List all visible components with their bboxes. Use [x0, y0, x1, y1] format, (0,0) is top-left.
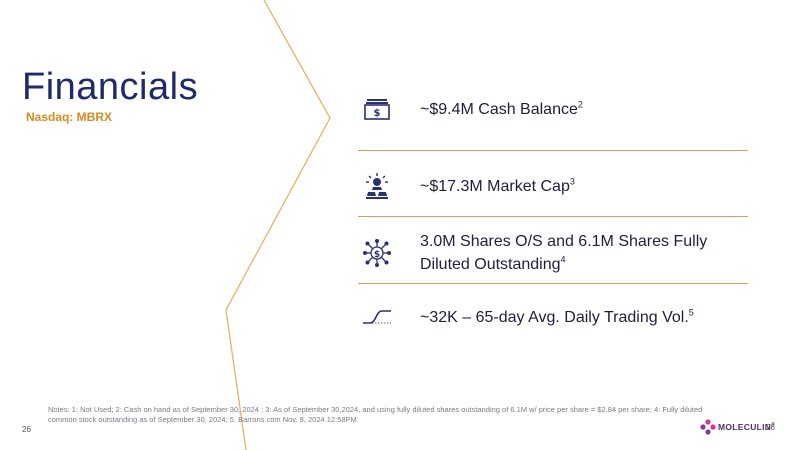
svg-text:$: $ [374, 108, 381, 119]
trend-curve-icon [362, 302, 392, 332]
network-dollar-icon: $ [362, 238, 392, 268]
slide-subtitle: Nasdaq: MBRX [26, 110, 113, 124]
divider [358, 150, 748, 151]
page-number-right: 26 [766, 423, 775, 432]
metric-row-market-cap: ~$17.3M Market Cap3 [358, 172, 748, 200]
cash-icon: $ [362, 94, 392, 124]
slide-title: Financials [22, 66, 199, 108]
logo-mark-icon [700, 419, 716, 435]
metric-text-market-cap: ~$17.3M Market Cap3 [420, 176, 575, 195]
footnotes: Notes: 1: Not Used; 2: Cash on hand as o… [48, 405, 703, 424]
metric-row-trading-volume: ~32K – 65-day Avg. Daily Trading Vol.5 [358, 303, 748, 331]
svg-text:$: $ [374, 250, 380, 260]
metric-text-shares: 3.0M Shares O/S and 6.1M Shares Fully Dil… [420, 233, 708, 273]
divider [358, 283, 748, 284]
logo-text: MOLECULIN® [718, 422, 776, 432]
metric-text-trading-volume: ~32K – 65-day Avg. Daily Trading Vol.5 [420, 307, 694, 326]
page-number: 26 [22, 425, 31, 434]
company-logo: MOLECULIN® [700, 419, 775, 435]
gold-bars-icon [362, 171, 392, 201]
divider [358, 216, 748, 217]
metric-text-cash: ~$9.4M Cash Balance2 [420, 99, 583, 118]
metric-row-shares: $ 3.0M Shares O/S and 6.1M Shares Fully D… [358, 230, 748, 276]
metric-row-cash: $ ~$9.4M Cash Balance2 [358, 96, 748, 122]
